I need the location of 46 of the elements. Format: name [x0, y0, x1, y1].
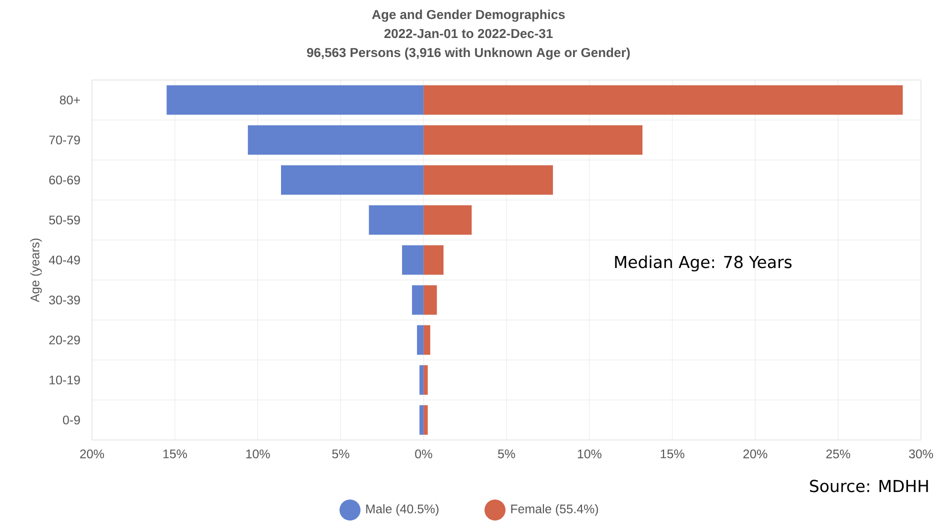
bar	[424, 245, 444, 275]
x-tick-label: 20%	[743, 450, 768, 458]
x-tick-label: 15%	[660, 450, 684, 458]
bar	[424, 405, 428, 435]
bar	[419, 405, 424, 435]
x-tick-label: 5%	[498, 450, 516, 458]
y-axis-title: Age (years)	[30, 238, 42, 302]
bar	[424, 325, 430, 355]
legend-label: Female (55.4%)	[511, 504, 598, 516]
x-tick-label: 20%	[80, 450, 104, 458]
y-tick-label: 50-59	[49, 216, 80, 224]
chart-subtitle: 2022-Jan-01 to 2022-Dec-31	[384, 28, 553, 38]
bar	[419, 365, 424, 395]
annotation: Median Age: 78 Years	[615, 256, 792, 272]
x-tick-label: 15%	[163, 450, 187, 458]
y-tick-label: 0-9	[62, 416, 80, 424]
x-tick-label: 25%	[826, 450, 850, 458]
y-tick-label: 70-79	[49, 136, 80, 144]
bar	[424, 285, 437, 315]
bar	[248, 125, 424, 155]
bar	[402, 245, 424, 275]
bar	[424, 125, 642, 155]
chart-title: Age and Gender Demographics	[372, 10, 565, 22]
bar	[424, 205, 472, 235]
bar	[424, 365, 428, 395]
y-tick-label: 20-29	[49, 336, 80, 344]
x-tick-label: 5%	[332, 450, 350, 458]
x-tick-label: 10%	[246, 450, 270, 458]
y-tick-label: 30-39	[49, 296, 80, 304]
bar	[166, 85, 424, 115]
source-note: Source: MDHH	[810, 480, 928, 492]
text: 96,563 Persons (3,916 with Unknown Age or Gender)	[307, 48, 630, 60]
y-tick-label: 40-49	[48, 256, 80, 264]
bar	[412, 285, 424, 315]
x-tick-label: 30%	[909, 450, 934, 458]
y-tick-label: 10-19	[50, 376, 80, 384]
bar	[368, 205, 424, 235]
legend-label: Male (40.5%)	[366, 504, 438, 516]
bar	[424, 165, 553, 195]
x-tick-label: 0%	[415, 450, 432, 458]
x-tick-label: 10%	[578, 450, 602, 458]
y-tick-label: 60-69	[49, 176, 80, 184]
bar	[424, 85, 903, 115]
bar	[416, 325, 424, 355]
bar	[281, 165, 424, 195]
y-tick-label: 80+	[60, 96, 80, 104]
